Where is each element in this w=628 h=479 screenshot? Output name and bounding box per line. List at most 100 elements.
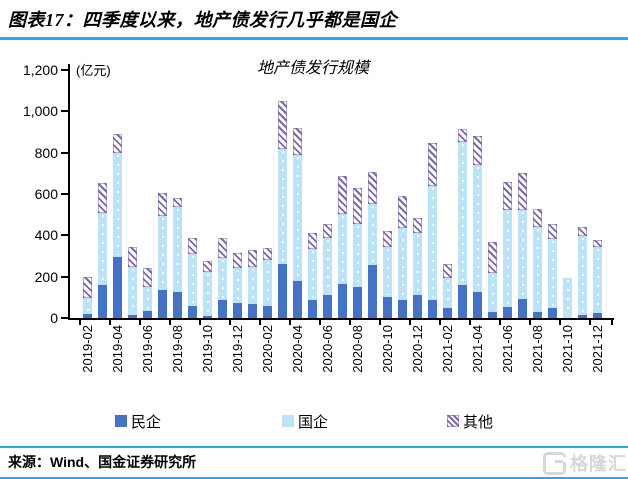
bar-segment-其他	[218, 238, 227, 259]
x-tick	[289, 320, 291, 325]
bar-column-2021-07	[515, 70, 530, 318]
x-tick	[589, 320, 591, 325]
bar-column-2020-12	[410, 70, 425, 318]
legend-label: 国企	[298, 413, 329, 431]
stacked-bar	[548, 223, 557, 318]
bar-segment-其他	[428, 143, 437, 186]
bar-segment-民企	[308, 300, 317, 318]
x-tick	[349, 320, 351, 325]
bar-segment-民企	[578, 314, 587, 318]
bar-segment-国企	[218, 258, 227, 301]
y-tick-label: 0	[50, 310, 58, 326]
bar-segment-其他	[293, 127, 302, 155]
stacked-bar	[308, 233, 317, 318]
bar-segment-民企	[248, 303, 257, 318]
bar-column-2020-08	[350, 70, 365, 318]
x-tick	[469, 320, 471, 325]
bar-segment-其他	[158, 193, 167, 216]
source-label: 来源：Wind、国金证券研究所	[8, 454, 197, 470]
bar-segment-其他	[233, 252, 242, 269]
bar-column-2020-11	[395, 70, 410, 318]
bar-column-2020-06	[320, 70, 335, 318]
figure-title: 图表17：四季度以来，地产债发行几乎都是国企	[8, 10, 397, 30]
bar-segment-国企	[338, 213, 347, 284]
bar-segment-国企	[458, 142, 467, 285]
stacked-bar	[353, 187, 362, 318]
bar-segment-国企	[83, 298, 92, 314]
y-tick-label: 1,200	[22, 62, 58, 78]
stacked-bar	[578, 227, 587, 318]
bar-segment-民企	[473, 292, 482, 318]
x-tick	[409, 320, 411, 325]
stacked-bar	[278, 101, 287, 318]
bar-segment-国企	[323, 238, 332, 296]
bar-segment-民企	[398, 300, 407, 318]
bar-segment-其他	[308, 233, 317, 249]
bar-segment-国企	[488, 272, 497, 312]
x-tick	[199, 320, 201, 325]
bar-segment-民企	[353, 287, 362, 318]
bar-segment-民企	[428, 300, 437, 318]
bar-column-2021-06	[500, 70, 515, 318]
bar-segment-国企	[413, 233, 422, 296]
y-axis-line	[68, 64, 70, 320]
stacked-bar	[413, 217, 422, 318]
bar-segment-国企	[278, 148, 287, 265]
bar-segment-其他	[383, 231, 392, 247]
bar-segment-国企	[143, 287, 152, 311]
x-tick	[529, 320, 531, 325]
bar-column-2020-04	[290, 70, 305, 318]
bar-segment-国企	[368, 204, 377, 266]
stacked-bar	[128, 246, 137, 318]
bar-segment-民企	[98, 284, 107, 318]
stacked-bar	[488, 241, 497, 318]
bar-column-2020-07	[335, 70, 350, 318]
bar-segment-国企	[503, 209, 512, 307]
bar-column-2019-11	[215, 70, 230, 318]
stacked-bar	[533, 208, 542, 318]
bar-segment-国企	[593, 246, 602, 313]
bar-segment-民企	[488, 311, 497, 318]
x-axis-label-2019-04: 2019-04	[109, 325, 125, 373]
bar-segment-民企	[263, 305, 272, 318]
x-axis-label-2021-02: 2021-02	[439, 325, 455, 373]
stacked-bar	[593, 239, 602, 318]
x-axis-label-2020-12: 2020-12	[409, 325, 425, 373]
bar-segment-国企	[98, 212, 107, 285]
x-axis-label-2021-10: 2021-10	[559, 325, 575, 373]
bar-segment-民企	[593, 312, 602, 318]
x-axis-label-2020-02: 2020-02	[259, 325, 275, 373]
stacked-bar	[428, 143, 437, 318]
stacked-bar	[218, 238, 227, 318]
bar-segment-国企	[563, 277, 572, 318]
stacked-bar	[233, 252, 242, 318]
bar-segment-国企	[533, 227, 542, 312]
stacked-bar	[443, 264, 452, 318]
bar-segment-国企	[428, 185, 437, 301]
logo-g-icon	[543, 451, 566, 475]
bar-segment-其他	[323, 224, 332, 239]
stacked-bar	[158, 193, 167, 318]
bar-segment-民企	[143, 310, 152, 318]
bar-column-2020-10	[380, 70, 395, 318]
x-tick	[109, 320, 111, 325]
x-axis-label-2019-02: 2019-02	[79, 325, 95, 373]
x-axis-label-2020-08: 2020-08	[349, 325, 365, 373]
bar-segment-民企	[458, 284, 467, 318]
stacked-bar	[473, 136, 482, 318]
bar-segment-民企	[278, 264, 287, 318]
bar-column-2021-09	[545, 70, 560, 318]
bar-column-2021-11	[575, 70, 590, 318]
bar-segment-其他	[473, 136, 482, 166]
y-tick	[61, 110, 68, 113]
plot-area	[80, 70, 605, 318]
bar-segment-其他	[113, 134, 122, 153]
x-tick	[379, 320, 381, 325]
bar-segment-国企	[518, 209, 527, 300]
y-tick-label: 200	[34, 268, 58, 285]
bar-segment-其他	[458, 128, 467, 143]
bar-segment-国企	[308, 248, 317, 301]
bar-segment-其他	[203, 261, 212, 272]
legend-item-其他: 其他	[447, 413, 493, 431]
